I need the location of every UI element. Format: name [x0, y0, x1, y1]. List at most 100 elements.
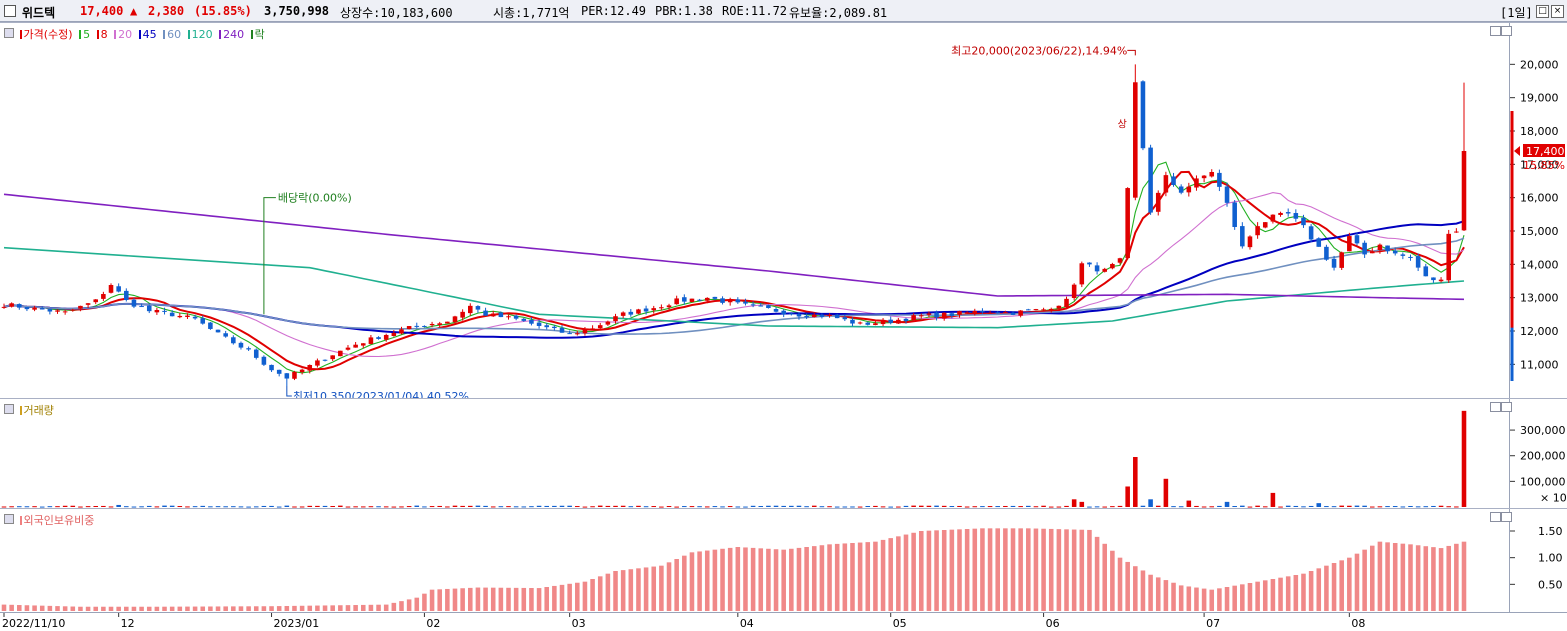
legend-item-ex-dividend[interactable]: 락	[250, 28, 265, 41]
volume-bar	[1331, 506, 1337, 508]
candle	[544, 323, 550, 330]
volume-bar	[1316, 503, 1322, 507]
candle	[712, 296, 718, 301]
foreign-bar	[315, 605, 320, 611]
low-pointer	[286, 386, 292, 397]
candle	[1308, 224, 1314, 242]
candle	[1408, 254, 1413, 261]
volume-bar	[926, 505, 932, 507]
volume-bar	[636, 505, 641, 507]
legend-item-price[interactable]: 가격(수정)	[19, 28, 73, 41]
legend-item-ma5[interactable]: 5	[79, 28, 90, 41]
legend-item-volume[interactable]: 거래량	[19, 404, 54, 417]
candle	[383, 333, 389, 342]
candle	[1224, 182, 1230, 207]
volume-bar	[1392, 506, 1398, 508]
volume-bar	[391, 506, 397, 508]
candle	[47, 308, 53, 315]
volume-bar	[1010, 505, 1016, 507]
foreign-bar	[1125, 561, 1130, 611]
candle	[200, 315, 206, 325]
pane-minimize-icon[interactable]	[1490, 512, 1501, 522]
foreign-bar	[1232, 585, 1237, 611]
maximize-icon[interactable]: □	[1536, 5, 1549, 18]
price-ytick-label: 14,000	[1520, 258, 1559, 271]
volume-bar	[1003, 505, 1008, 507]
candle	[659, 304, 664, 311]
volume-bar	[116, 504, 121, 507]
foreign-bar	[322, 605, 328, 611]
select-checkbox[interactable]	[4, 5, 16, 17]
foreign-bar	[460, 588, 465, 611]
volume-bar	[269, 505, 274, 507]
candle	[108, 283, 114, 294]
foreign-bar	[70, 606, 76, 611]
volume-bar	[139, 506, 144, 508]
volume-bar	[789, 505, 794, 507]
candle	[1377, 243, 1383, 254]
legend-item-foreign[interactable]: 외국인보유비중	[19, 514, 94, 527]
date-tick-label: 05	[893, 617, 907, 630]
pane-close-icon[interactable]	[1501, 512, 1512, 522]
candle	[964, 311, 970, 314]
pane-minimize-icon[interactable]	[1490, 402, 1501, 412]
stock-name[interactable]: 위드텍	[22, 6, 56, 20]
foreign-bar	[1247, 583, 1253, 611]
pane-close-icon[interactable]	[1501, 402, 1512, 412]
volume-bar	[1415, 506, 1421, 508]
foreign-bar	[896, 536, 901, 611]
volume-bar	[192, 506, 198, 508]
legend-item-ma20[interactable]: 20	[114, 28, 132, 41]
foreign-bar	[1224, 587, 1230, 611]
volume-bar	[682, 506, 687, 508]
foreign-bar	[506, 587, 511, 611]
candle	[154, 307, 160, 315]
candle	[513, 314, 519, 321]
volume-bar	[712, 506, 718, 508]
legend-item-ma45[interactable]: 45	[138, 28, 157, 41]
foreign-bar	[101, 606, 106, 611]
legend-item-ma120[interactable]: 120	[187, 28, 213, 41]
volume-bar	[552, 505, 557, 507]
price-legend: 가격(수정) 5 8 20 45 60 120 240 락	[4, 26, 268, 42]
price-pane: 가격(수정) 5 8 20 45 60 120 240 락 11,000 12,0…	[0, 22, 1567, 399]
volume-bar	[827, 506, 832, 508]
foreign-bar	[804, 547, 809, 611]
candle	[70, 308, 76, 312]
pane-close-icon[interactable]	[1501, 26, 1512, 36]
volume-bar	[414, 505, 420, 507]
foreign-bar	[376, 604, 381, 611]
foreign-bar	[231, 606, 236, 611]
foreign-bar	[1461, 541, 1467, 611]
candle	[1415, 253, 1421, 272]
volume-bar	[1064, 505, 1069, 507]
foreign-bar	[743, 547, 748, 611]
pane-minimize-icon[interactable]	[1490, 26, 1501, 36]
legend-item-ma240[interactable]: 240	[219, 28, 244, 41]
upper-limit-marker: 상	[1118, 119, 1127, 131]
volume-bar	[437, 505, 442, 507]
volume-bar	[231, 506, 236, 508]
foreign-bar	[55, 606, 60, 611]
foreign-bar	[78, 606, 83, 611]
legend-item-ma8[interactable]: 8	[96, 28, 108, 41]
foreign-bar	[605, 573, 611, 611]
candle	[934, 310, 939, 321]
close-icon[interactable]: ×	[1551, 5, 1564, 18]
volume-plot-area[interactable]	[0, 399, 1510, 508]
period-selector[interactable]: [1일]	[1500, 6, 1533, 20]
legend-item-ma60[interactable]: 60	[163, 28, 181, 41]
ma-line-240	[3, 193, 1465, 301]
volume-bar	[628, 506, 634, 508]
foreign-bar	[1293, 575, 1299, 611]
candle	[620, 311, 626, 319]
candle	[338, 350, 343, 357]
foreign-bar	[93, 606, 99, 611]
candle	[192, 314, 198, 320]
foreign-bar	[1201, 588, 1207, 611]
foreign-bar	[353, 605, 358, 611]
candle	[727, 297, 733, 306]
foreign-bar	[169, 606, 175, 611]
foreign-ytick-label: 1.00	[1538, 552, 1563, 565]
candle	[911, 313, 916, 321]
